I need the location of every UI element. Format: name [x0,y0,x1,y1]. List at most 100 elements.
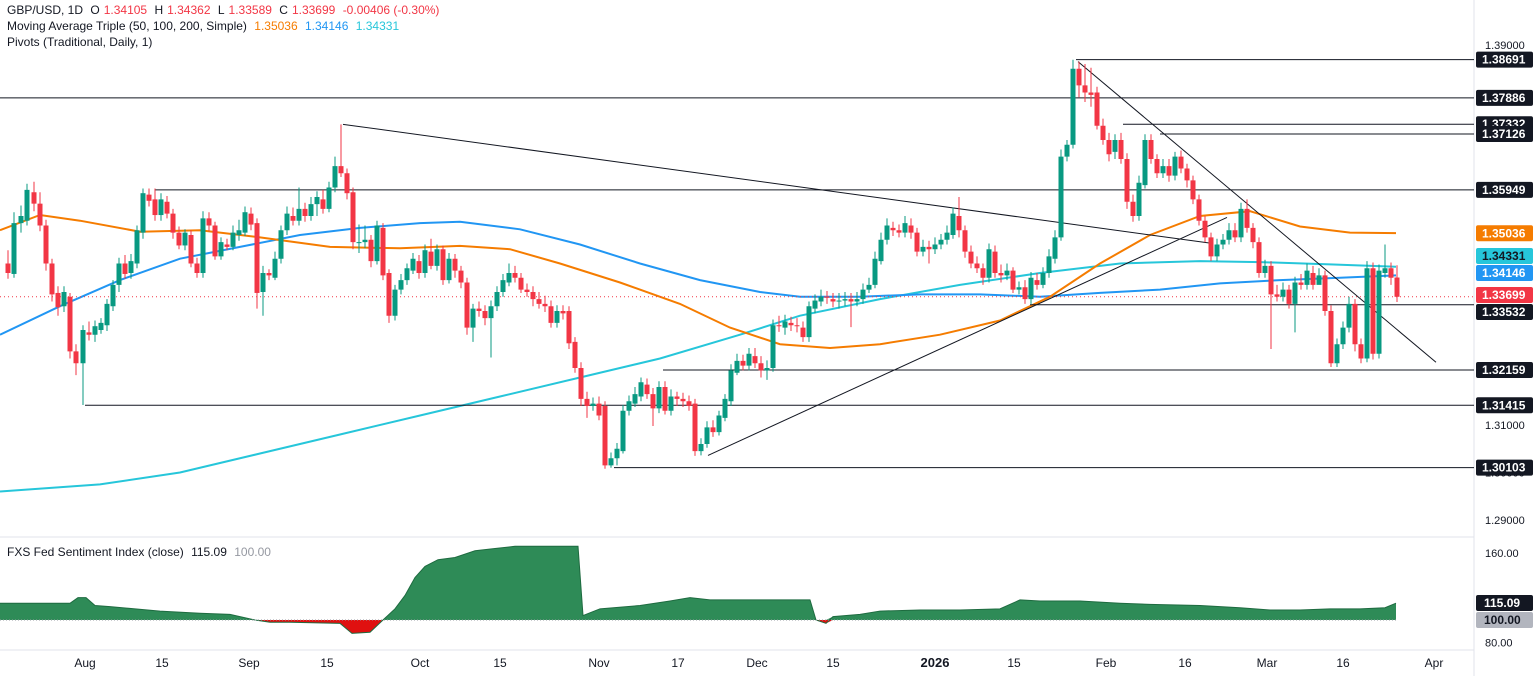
candle-body [49,263,55,295]
price-label-12: 1.30103 [1476,459,1533,476]
candle-body [674,396,680,399]
candle-94 [572,337,578,373]
candle-92 [560,305,566,320]
candle-58 [356,224,362,254]
candle-body [1316,275,1322,285]
candle-body [80,330,86,364]
candle-231 [1394,265,1400,303]
candle-body [446,258,452,281]
candle-15 [98,318,104,334]
candle-body [854,299,860,302]
candle-152 [920,239,926,257]
candle-body [1226,230,1232,240]
sub-label-text: 115.09 [1484,596,1520,610]
candle-163 [986,243,992,283]
candle-134 [812,294,818,314]
candle-body [200,218,206,273]
candle-body [974,263,980,269]
candle-body [716,415,722,433]
candle-body [224,244,230,247]
candle-body [638,382,644,397]
candle-body [872,258,878,285]
candle-1 [11,212,17,278]
candle-208 [1256,237,1262,278]
price-label-7: 1.34146 [1476,265,1533,281]
candle-196 [1184,163,1190,188]
high-value: 1.34362 [167,3,211,17]
sub-tick-1: 80.00 [1485,637,1513,649]
candle-23 [146,188,152,207]
candle-148 [896,224,902,238]
candle-body [1298,282,1304,285]
price-label-box [1476,126,1533,143]
candle-body [332,166,338,188]
candle-body [392,289,398,316]
candle-206 [1244,199,1250,233]
time-tick-16: Apr [1425,656,1444,670]
candle-body [1274,294,1280,297]
candle-body [1040,273,1046,285]
candle-69 [422,244,428,278]
candle-174 [1052,230,1058,264]
pivots-label: Pivots (Traditional, Daily, 1) [7,35,153,49]
candle-78 [476,301,482,317]
time-tick-0: Aug [74,656,95,670]
candle-body [722,398,728,418]
candle-body [1250,227,1256,243]
pivots-legend: Pivots (Traditional, Daily, 1) [7,34,156,50]
candle-212 [1280,282,1286,302]
candle-body [158,199,164,216]
candle-body [542,303,548,307]
candle-body [1256,242,1262,273]
candle-200 [1208,232,1214,262]
candle-body [1118,140,1124,159]
candle-76 [464,277,470,335]
candle-body [1286,289,1292,304]
candle-47 [290,207,296,226]
candle-149 [902,216,908,238]
candle-body [686,401,692,406]
candle-5 [37,192,43,232]
candle-body [536,299,542,304]
candle-16 [104,299,110,331]
trendline-0 [342,123,1214,245]
candle-216 [1304,263,1310,290]
candle-32 [200,211,206,278]
candle-body [830,299,836,302]
candle-112 [680,392,686,407]
candle-45 [278,225,284,264]
candle-11 [73,344,79,376]
candle-91 [554,305,560,328]
candle-body [596,403,602,416]
candle-54 [332,156,338,193]
candle-body [1172,156,1178,176]
candle-body [1334,344,1340,364]
candle-body [1178,156,1184,169]
candle-104 [632,387,638,407]
candle-84 [512,265,518,283]
candle-13 [86,321,92,341]
candle-124 [752,348,758,368]
candle-144 [872,251,878,289]
symbol-label: GBP/USD, 1D [7,3,84,17]
price-label-3: 1.37126 [1476,126,1533,143]
high-label: H [154,3,164,17]
sentiment-negative-area [0,620,1396,634]
candle-10 [67,292,73,359]
candle-body [1142,140,1148,186]
candle-184 [1112,134,1118,159]
candle-body [362,239,368,243]
candle-body [170,213,176,233]
candle-body [464,282,470,328]
candle-101 [614,443,620,466]
candle-body [1112,140,1118,152]
candle-body [470,308,476,328]
candle-body [1136,182,1142,216]
candle-body [1016,287,1022,290]
price-label-8: 1.33699 [1476,287,1533,303]
candle-body [620,410,626,452]
candle-body [1346,303,1352,328]
candle-96 [584,391,590,418]
low-value: 1.33589 [228,3,272,17]
candle-body [506,273,512,283]
